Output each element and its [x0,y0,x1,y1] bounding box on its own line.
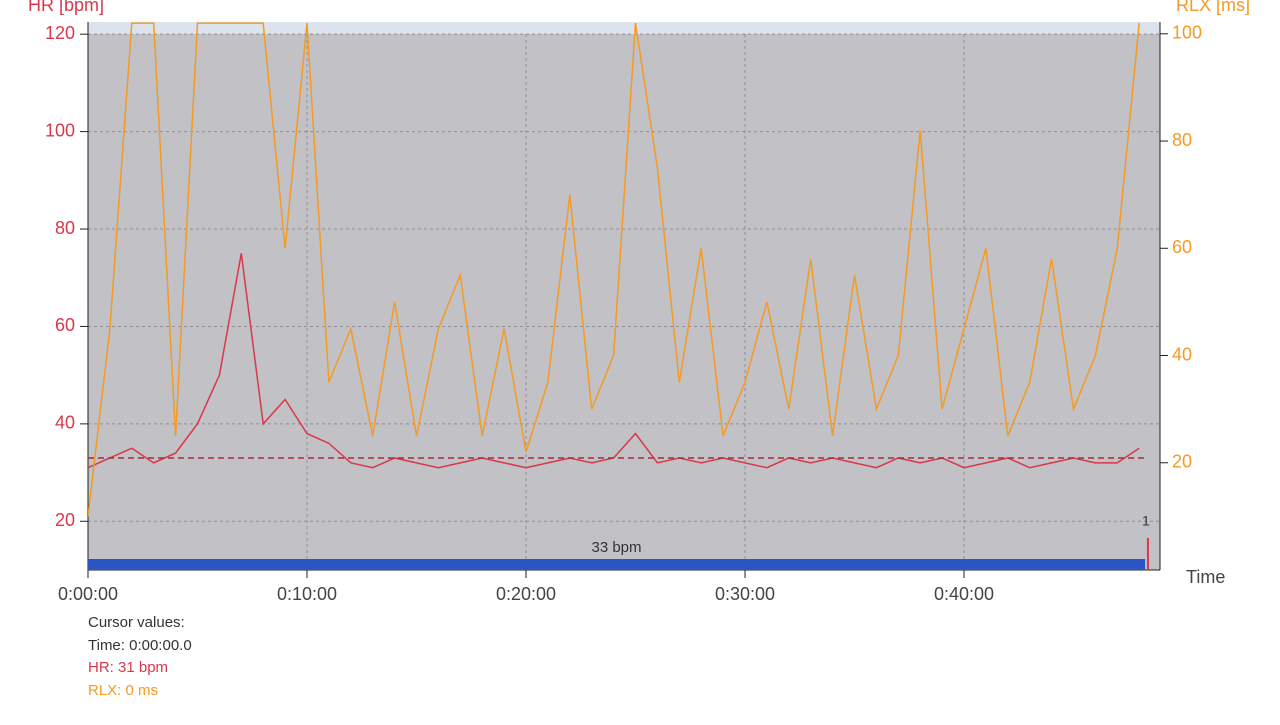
y-tick-label: 80 [55,218,75,238]
x-tick-label: 0:00:00 [58,584,118,604]
x-tick-label: 0:10:00 [277,584,337,604]
y-tick-label: 100 [45,120,75,140]
y-tick-label: 120 [45,23,75,43]
marker-label: 1 [1142,513,1150,529]
cursor-hr: HR: 31 bpm [88,659,168,676]
y2-tick-label: 100 [1172,23,1202,43]
y-tick-label: 20 [55,510,75,530]
y-tick-label: 60 [55,315,75,335]
x-tick-label: 0:40:00 [934,584,994,604]
x-tick-label: 0:30:00 [715,584,775,604]
y2-tick-label: 80 [1172,130,1192,150]
y2-tick-label: 20 [1172,452,1192,472]
selection-bar [88,559,1146,570]
y2-tick-label: 40 [1172,344,1192,364]
plot-top-strip [88,22,1160,34]
cursor-time: Time: 0:00:00.0 [88,637,192,654]
mean-label: 33 bpm [591,539,641,556]
y2-axis-title: RLX [ms] [1176,0,1250,15]
series-line [88,22,1140,517]
y-tick-label: 40 [55,413,75,433]
x-axis-title: Time [1186,567,1225,587]
y2-tick-label: 60 [1172,237,1192,257]
x-tick-label: 0:20:00 [496,584,556,604]
y-axis-title: HR [bpm] [28,0,104,15]
cursor-title: Cursor values: [88,614,185,631]
cursor-rlx: RLX: 0 ms [88,682,158,699]
plot-area [88,34,1160,570]
